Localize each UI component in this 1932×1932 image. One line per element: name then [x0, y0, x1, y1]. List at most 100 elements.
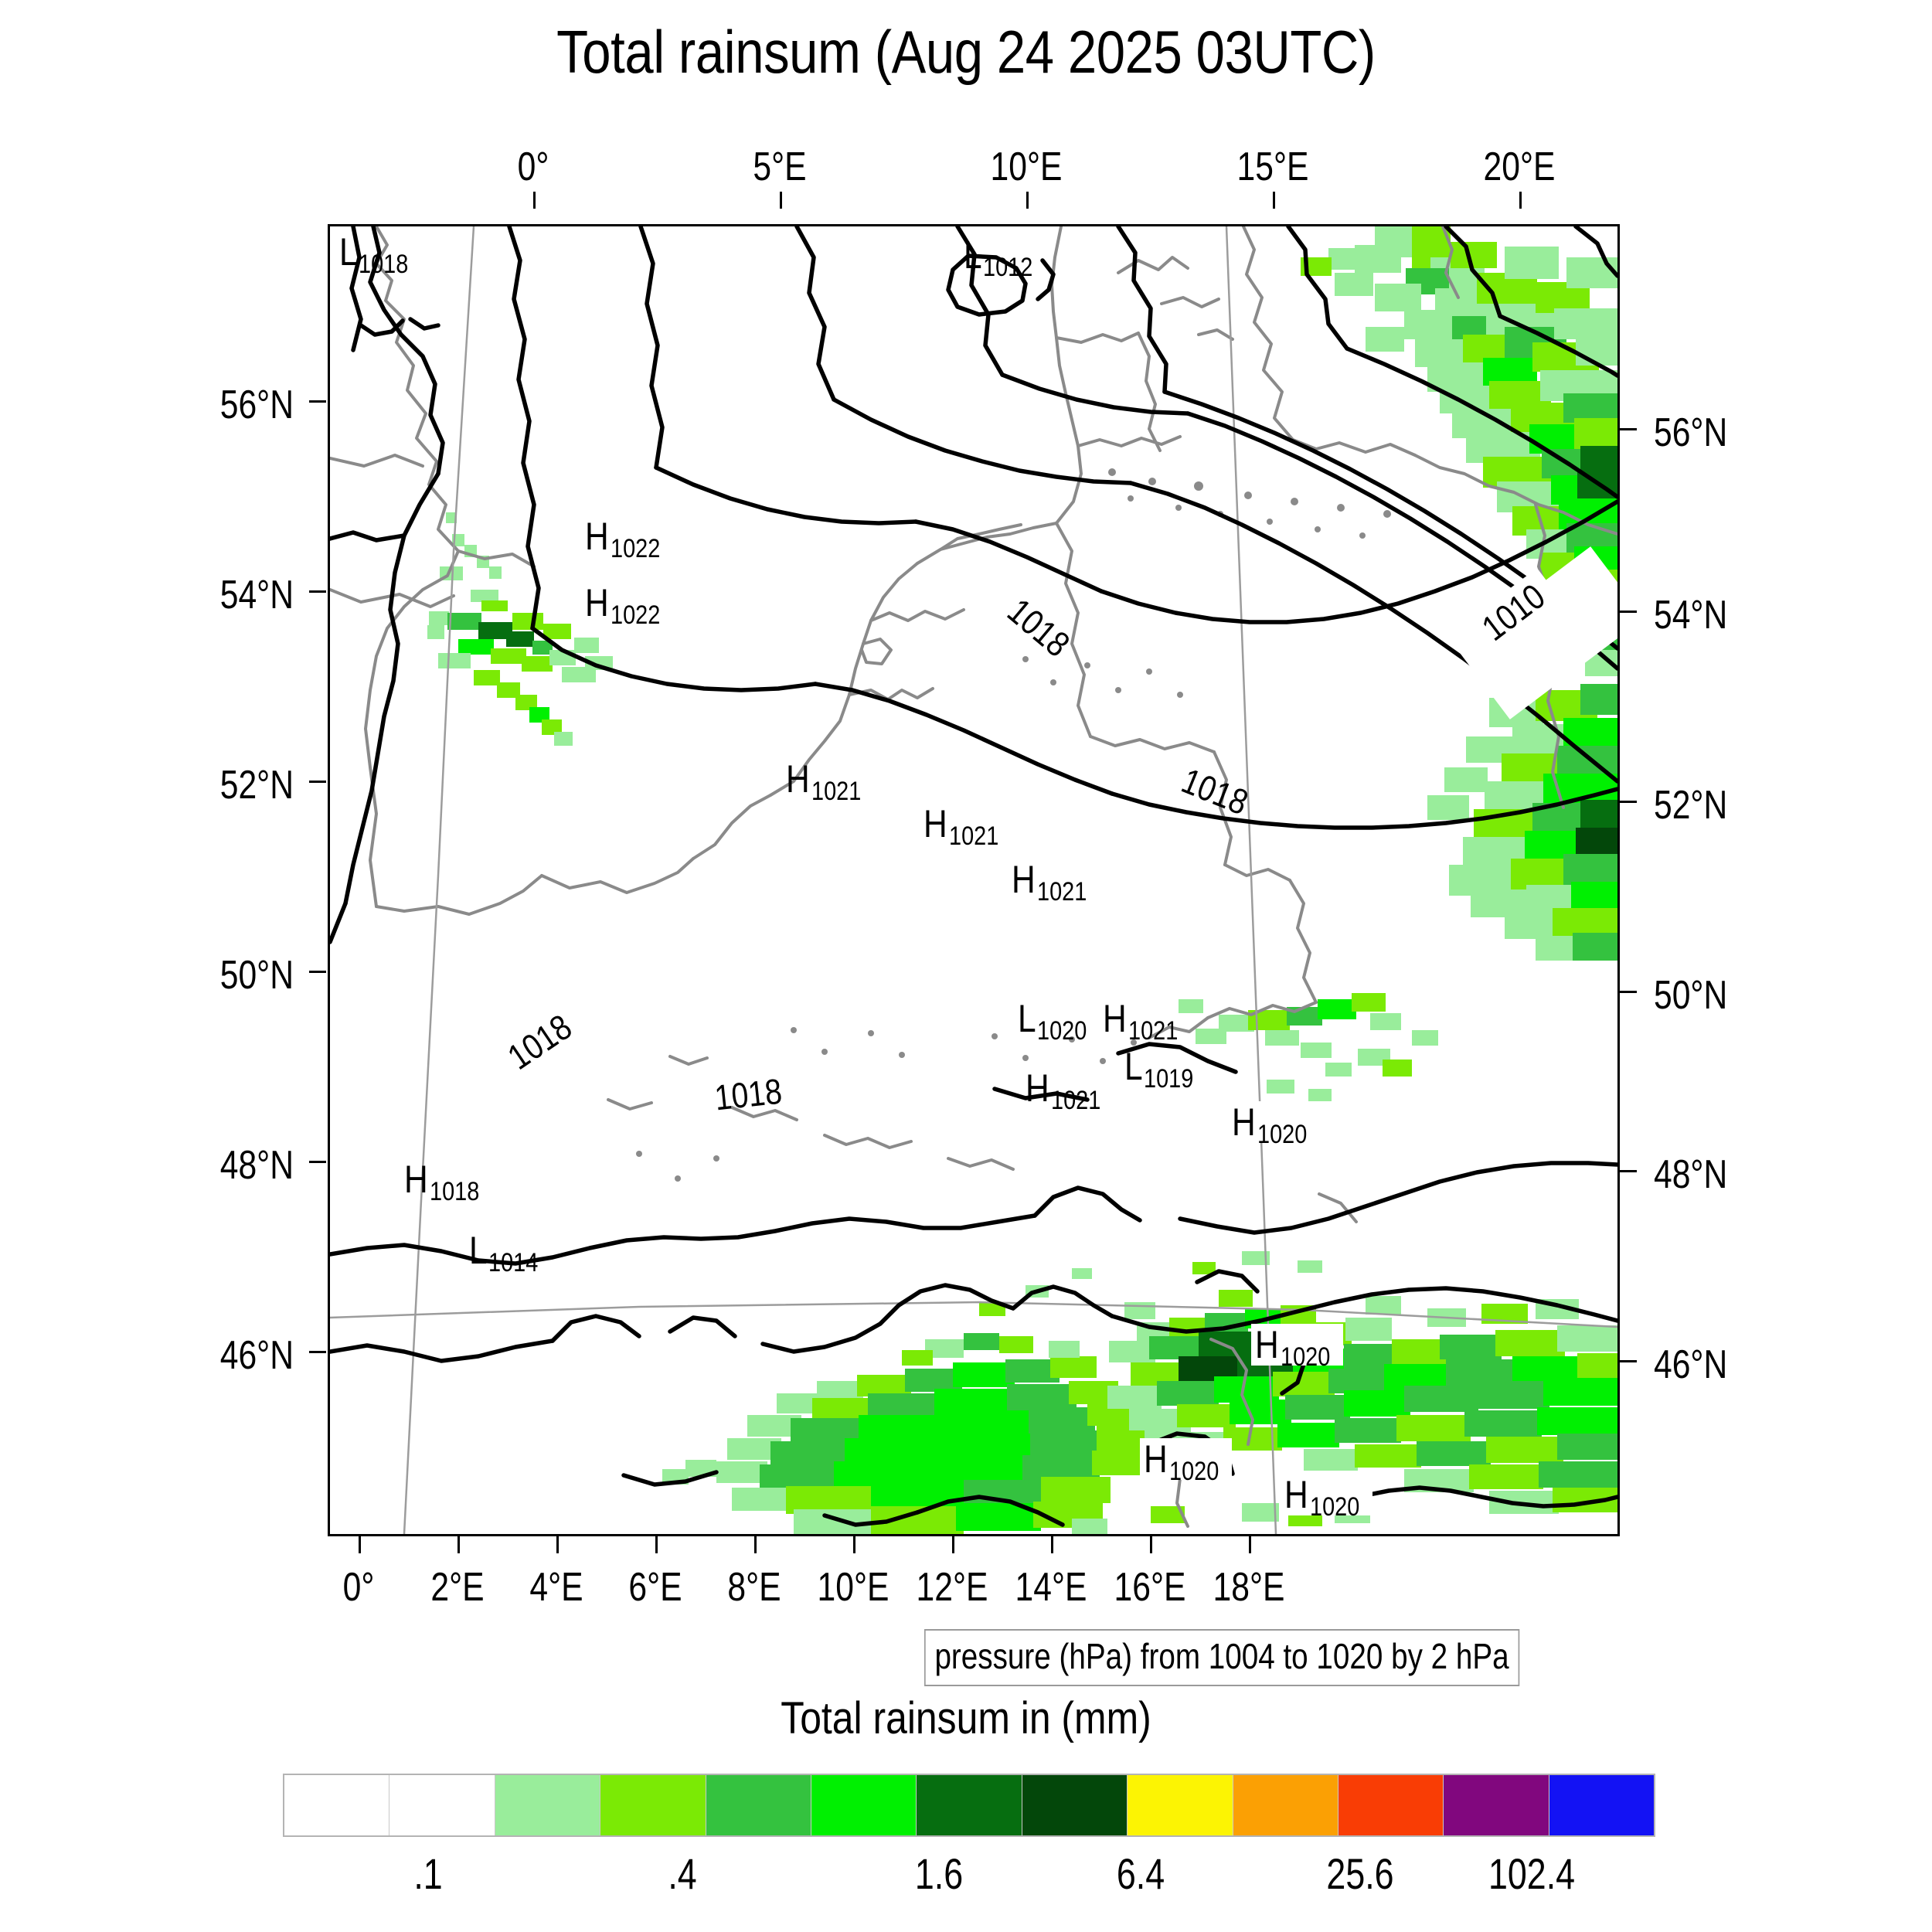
pressure-center-value: 1012: [982, 253, 1033, 282]
pressure-center-type: H: [1103, 997, 1127, 1040]
colorbar[interactable]: [283, 1774, 1655, 1837]
axis-label-bottom: 16°E: [1114, 1565, 1186, 1610]
pressure-center-low: L1018: [339, 230, 417, 277]
axis-label-bottom: 0°: [342, 1565, 375, 1610]
axis-label-top: 0°: [517, 145, 549, 189]
axis-tick-bottom: [1249, 1536, 1251, 1553]
pressure-center-value: 1020: [1257, 1120, 1308, 1149]
axis-tick-left: [309, 590, 326, 593]
axis-tick-bottom: [359, 1536, 361, 1553]
colorbar-cell-8: [1128, 1775, 1233, 1835]
pressure-center-value: 1021: [949, 821, 999, 851]
axis-tick-right: [1620, 1360, 1637, 1362]
pressure-center-high: H1021: [786, 760, 870, 804]
pressure-center-low: L1020: [1018, 999, 1095, 1044]
axis-label-bottom: 18°E: [1213, 1565, 1285, 1610]
map-panel: L1018 L1012 H1022 H1022 H1021 H1021 H102…: [328, 224, 1620, 1536]
pressure-center-type: H: [1255, 1323, 1279, 1366]
contour-label-masks: [1456, 546, 1617, 719]
pressure-center-value: 1021: [1128, 1016, 1179, 1046]
colorbar-cell-1: [389, 1775, 495, 1835]
parallel-45: [330, 1301, 1617, 1328]
pressure-center-value: 1018: [358, 250, 409, 279]
colorbar-cell-10: [1338, 1775, 1444, 1835]
colorbar-cell-6: [917, 1775, 1022, 1835]
pressure-center-high: H1021: [1026, 1066, 1110, 1114]
graticule-layer: [330, 226, 1617, 1534]
axis-tick-top: [1273, 192, 1275, 209]
axis-label-bottom: 12°E: [916, 1565, 988, 1610]
coastline-layer: [330, 226, 1617, 1528]
pressure-center-type: H: [1012, 858, 1036, 901]
colorbar-cell-5: [811, 1775, 917, 1835]
contour-label-1018: 1018: [713, 1070, 784, 1118]
axis-tick-bottom: [457, 1536, 460, 1553]
pressure-center-value: 1021: [1051, 1086, 1101, 1115]
axis-label-left: 56°N: [219, 383, 294, 427]
colorbar-cell-4: [706, 1775, 811, 1835]
axis-tick-top: [1519, 192, 1522, 209]
pressure-center-high: H1022: [585, 517, 669, 562]
pressure-center-value: 1014: [488, 1248, 539, 1277]
pressure-center-type: H: [923, 802, 947, 845]
map-svg: [330, 226, 1617, 1534]
axis-label-right: 56°N: [1654, 410, 1728, 455]
colorbar-tick-label: 25.6: [1326, 1849, 1394, 1898]
pressure-center-value: 1020: [1036, 1016, 1087, 1046]
colorbar-tick-label: .1: [413, 1849, 443, 1898]
axis-label-top: 5°E: [753, 145, 807, 189]
axis-tick-bottom: [556, 1536, 559, 1553]
island-specks: [636, 468, 1391, 1182]
colorbar-cell-3: [600, 1775, 706, 1835]
axis-label-right: 54°N: [1654, 593, 1728, 638]
axis-label-left: 48°N: [219, 1143, 294, 1188]
pressure-center-type: H: [1144, 1437, 1168, 1481]
pressure-center-type: L: [1124, 1045, 1143, 1088]
axis-label-bottom: 4°E: [529, 1565, 583, 1610]
colorbar-cell-0: [284, 1775, 390, 1835]
colorbar-tick-label: 1.6: [914, 1849, 964, 1898]
pressure-center-value: 1020: [1310, 1492, 1360, 1522]
axis-tick-left: [309, 400, 326, 403]
pressure-center-value: 1020: [1169, 1457, 1219, 1486]
pressure-center-value: 1021: [1037, 877, 1087, 906]
colorbar-ticks: .1 .4 1.6 6.4 25.6 102.4: [283, 1849, 1655, 1910]
colorbar-tick-label: 102.4: [1488, 1849, 1576, 1898]
pressure-center-type: H: [1026, 1066, 1049, 1110]
axis-tick-top: [780, 192, 782, 209]
axis-tick-left: [309, 971, 326, 973]
pressure-center-value: 1018: [430, 1177, 480, 1206]
axis-tick-bottom: [952, 1536, 954, 1553]
pressure-center-high: H1021: [1103, 997, 1187, 1044]
pressure-center-high: H1020: [1251, 1323, 1343, 1370]
pressure-center-high: H1018: [404, 1158, 488, 1205]
axis-label-right: 50°N: [1654, 973, 1728, 1018]
axis-label-bottom: 8°E: [727, 1565, 781, 1610]
axis-tick-right: [1620, 611, 1637, 613]
colorbar-tick-label: 6.4: [1116, 1849, 1165, 1898]
pressure-center-type: H: [585, 581, 609, 624]
axis-tick-left: [309, 781, 326, 783]
pressure-center-value: 1022: [611, 600, 661, 630]
axis-label-bottom: 2°E: [430, 1565, 485, 1610]
pressure-center-value: 1021: [811, 777, 862, 806]
axis-tick-right: [1620, 1170, 1637, 1172]
pressure-center-type: L: [339, 230, 358, 274]
axis-label-top: 10°E: [990, 145, 1063, 189]
pressure-center-high: H1020: [1281, 1474, 1372, 1520]
pressure-center-low: L1012: [964, 236, 1041, 281]
axis-tick-bottom: [655, 1536, 658, 1553]
axis-tick-bottom: [1150, 1536, 1152, 1553]
pressure-center-type: H: [404, 1158, 428, 1201]
axis-label-left: 54°N: [219, 573, 294, 617]
axis-label-bottom: 14°E: [1015, 1565, 1087, 1610]
axis-tick-right: [1620, 991, 1637, 993]
precipitation-layer: [427, 226, 1617, 1534]
pressure-center-high: H1021: [923, 802, 1008, 849]
page-title: Total rainsum (Aug 24 2025 03UTC): [556, 18, 1376, 86]
pressure-center-value: 1020: [1281, 1342, 1331, 1372]
colorbar-cell-2: [495, 1775, 601, 1835]
axis-tick-left: [309, 1161, 326, 1163]
pressure-center-low: L1014: [469, 1231, 546, 1276]
axis-label-left: 46°N: [219, 1333, 294, 1378]
